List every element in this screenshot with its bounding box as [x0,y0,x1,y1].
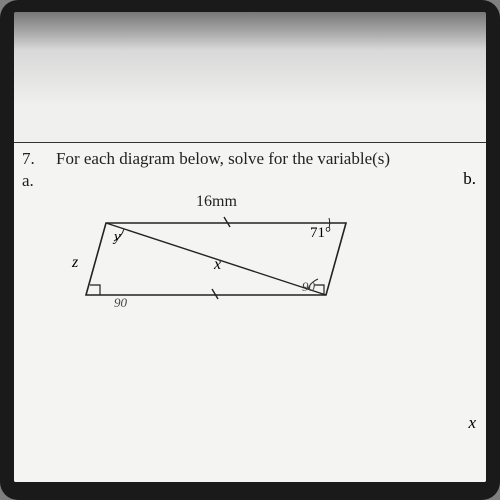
handwritten-90-right: 90 [302,279,315,295]
screen: 7. For each diagram below, solve for the… [14,12,486,482]
var-z-label: z [71,254,79,271]
toolbar-shadow [14,12,486,50]
parallelogram-svg: 71° y x z [66,213,366,313]
part-a-label: a. [22,171,478,191]
question-prompt: For each diagram below, solve for the va… [56,149,478,169]
device-frame: 7. For each diagram below, solve for the… [0,0,500,500]
tick-bottom [212,289,218,299]
var-y-label: y [112,229,121,245]
angle-71-label: 71° [310,225,331,241]
top-dimension-label: 16mm [196,193,237,211]
right-angle-left [90,285,100,295]
question-number: 7. [22,149,56,169]
figure-a: 16mm 71° [66,213,366,313]
part-b-x-label: x [468,413,476,433]
tick-top [224,217,230,227]
handwritten-90-left: 90 [114,295,127,311]
worksheet-page: 7. For each diagram below, solve for the… [14,142,486,482]
question-row: 7. For each diagram below, solve for the… [22,149,478,169]
var-x-label: x [213,256,221,273]
part-b-label: b. [463,169,476,189]
